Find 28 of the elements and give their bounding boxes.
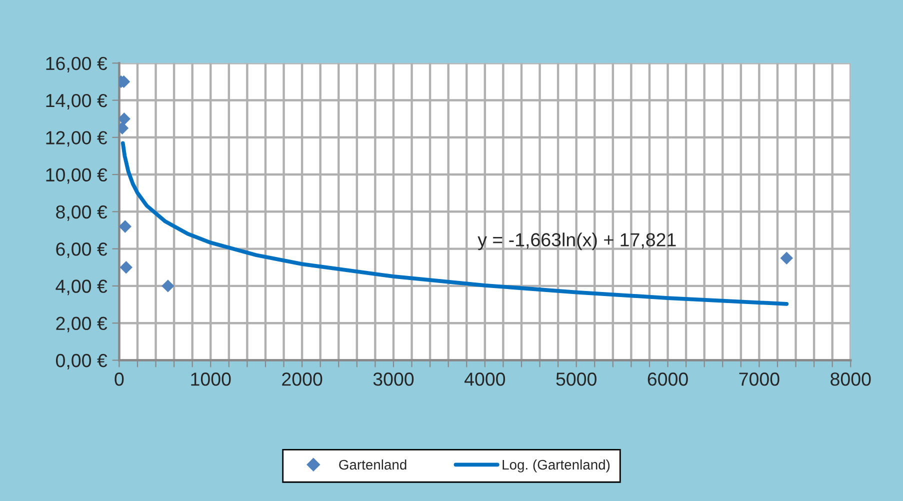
x-tick-label: 4000	[464, 372, 506, 386]
point	[119, 75, 130, 88]
line-series	[120, 141, 789, 306]
annotation: y = -1,663ln(x) + 17,821	[478, 232, 676, 250]
legend-label: Gartenland	[339, 459, 406, 470]
y-tick-label: 10,00 €	[46, 168, 108, 184]
x-tick-label: 2000	[282, 372, 322, 386]
y-tick-label: 12,00 €	[46, 131, 108, 147]
point	[119, 220, 132, 233]
x-tick-label: 5000	[556, 372, 596, 386]
y-tick-label: 4,00 €	[56, 280, 108, 296]
y-tick-label: 8,00 €	[56, 205, 108, 221]
x-tick-label: 1000	[191, 372, 231, 386]
point	[119, 112, 130, 126]
y-tick-label: 6,00 €	[56, 242, 108, 258]
y-tick-label: 16,00 €	[46, 56, 108, 72]
y-tick-label: 0,00 €	[56, 354, 108, 370]
y-tick-label: 14,00 €	[46, 94, 108, 110]
point	[780, 252, 793, 264]
x-tick-label: 8000	[830, 372, 871, 386]
x-tick-label: 3000	[373, 372, 414, 386]
point	[120, 261, 133, 274]
x-tick-label: 0	[114, 372, 124, 386]
x-tick-label: 7000	[739, 372, 780, 386]
x-tick-label: 6000	[648, 372, 688, 386]
y-tick-label: 2,00 €	[56, 316, 108, 332]
point	[162, 280, 174, 292]
legend-label: Log. (Gartenland)	[502, 459, 610, 472]
